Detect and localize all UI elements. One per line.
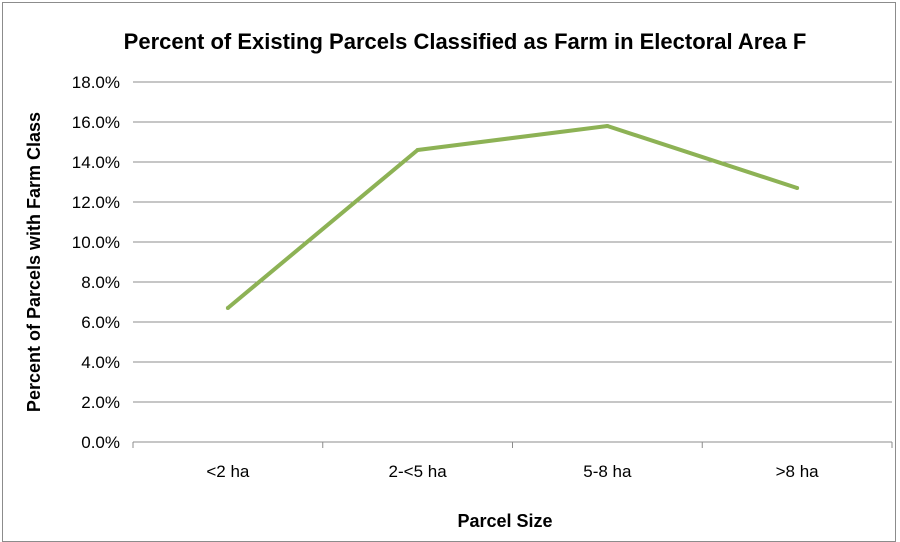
gridlines	[133, 81, 892, 403]
data-point	[415, 148, 420, 152]
y-tick-label: 18.0%	[72, 73, 120, 92]
y-tick-label: 10.0%	[72, 233, 120, 252]
data-point	[795, 186, 800, 190]
chart-title: Percent of Existing Parcels Classified a…	[124, 29, 807, 54]
x-tick-label: 5-8 ha	[583, 462, 632, 481]
x-tick-label: <2 ha	[206, 462, 250, 481]
y-tick-label: 4.0%	[81, 353, 120, 372]
y-axis-ticks: 0.0% 2.0% 4.0% 6.0% 8.0% 10.0% 12.0% 14.0% 16.0%…	[72, 73, 120, 452]
x-tick-label: >8 ha	[776, 462, 820, 481]
data-point	[605, 124, 610, 128]
x-axis-title: Parcel Size	[457, 511, 552, 531]
y-tick-label: 8.0%	[81, 273, 120, 292]
y-tick-label: 6.0%	[81, 313, 120, 332]
data-point	[225, 306, 230, 310]
line-chart: Percent of Existing Parcels Classified a…	[24, 29, 893, 531]
series-group	[225, 124, 800, 310]
y-axis-title: Percent of Parcels with Farm Class	[24, 112, 44, 412]
y-tick-label: 2.0%	[81, 393, 120, 412]
y-tick-label: 0.0%	[81, 433, 120, 452]
series-line	[226, 124, 798, 310]
x-axis-ticks: <2 ha 2-<5 ha 5-8 ha >8 ha	[132, 442, 893, 481]
y-tick-label: 12.0%	[72, 193, 120, 212]
x-tick-label: 2-<5 ha	[389, 462, 448, 481]
y-tick-label: 16.0%	[72, 113, 120, 132]
y-tick-label: 14.0%	[72, 153, 120, 172]
